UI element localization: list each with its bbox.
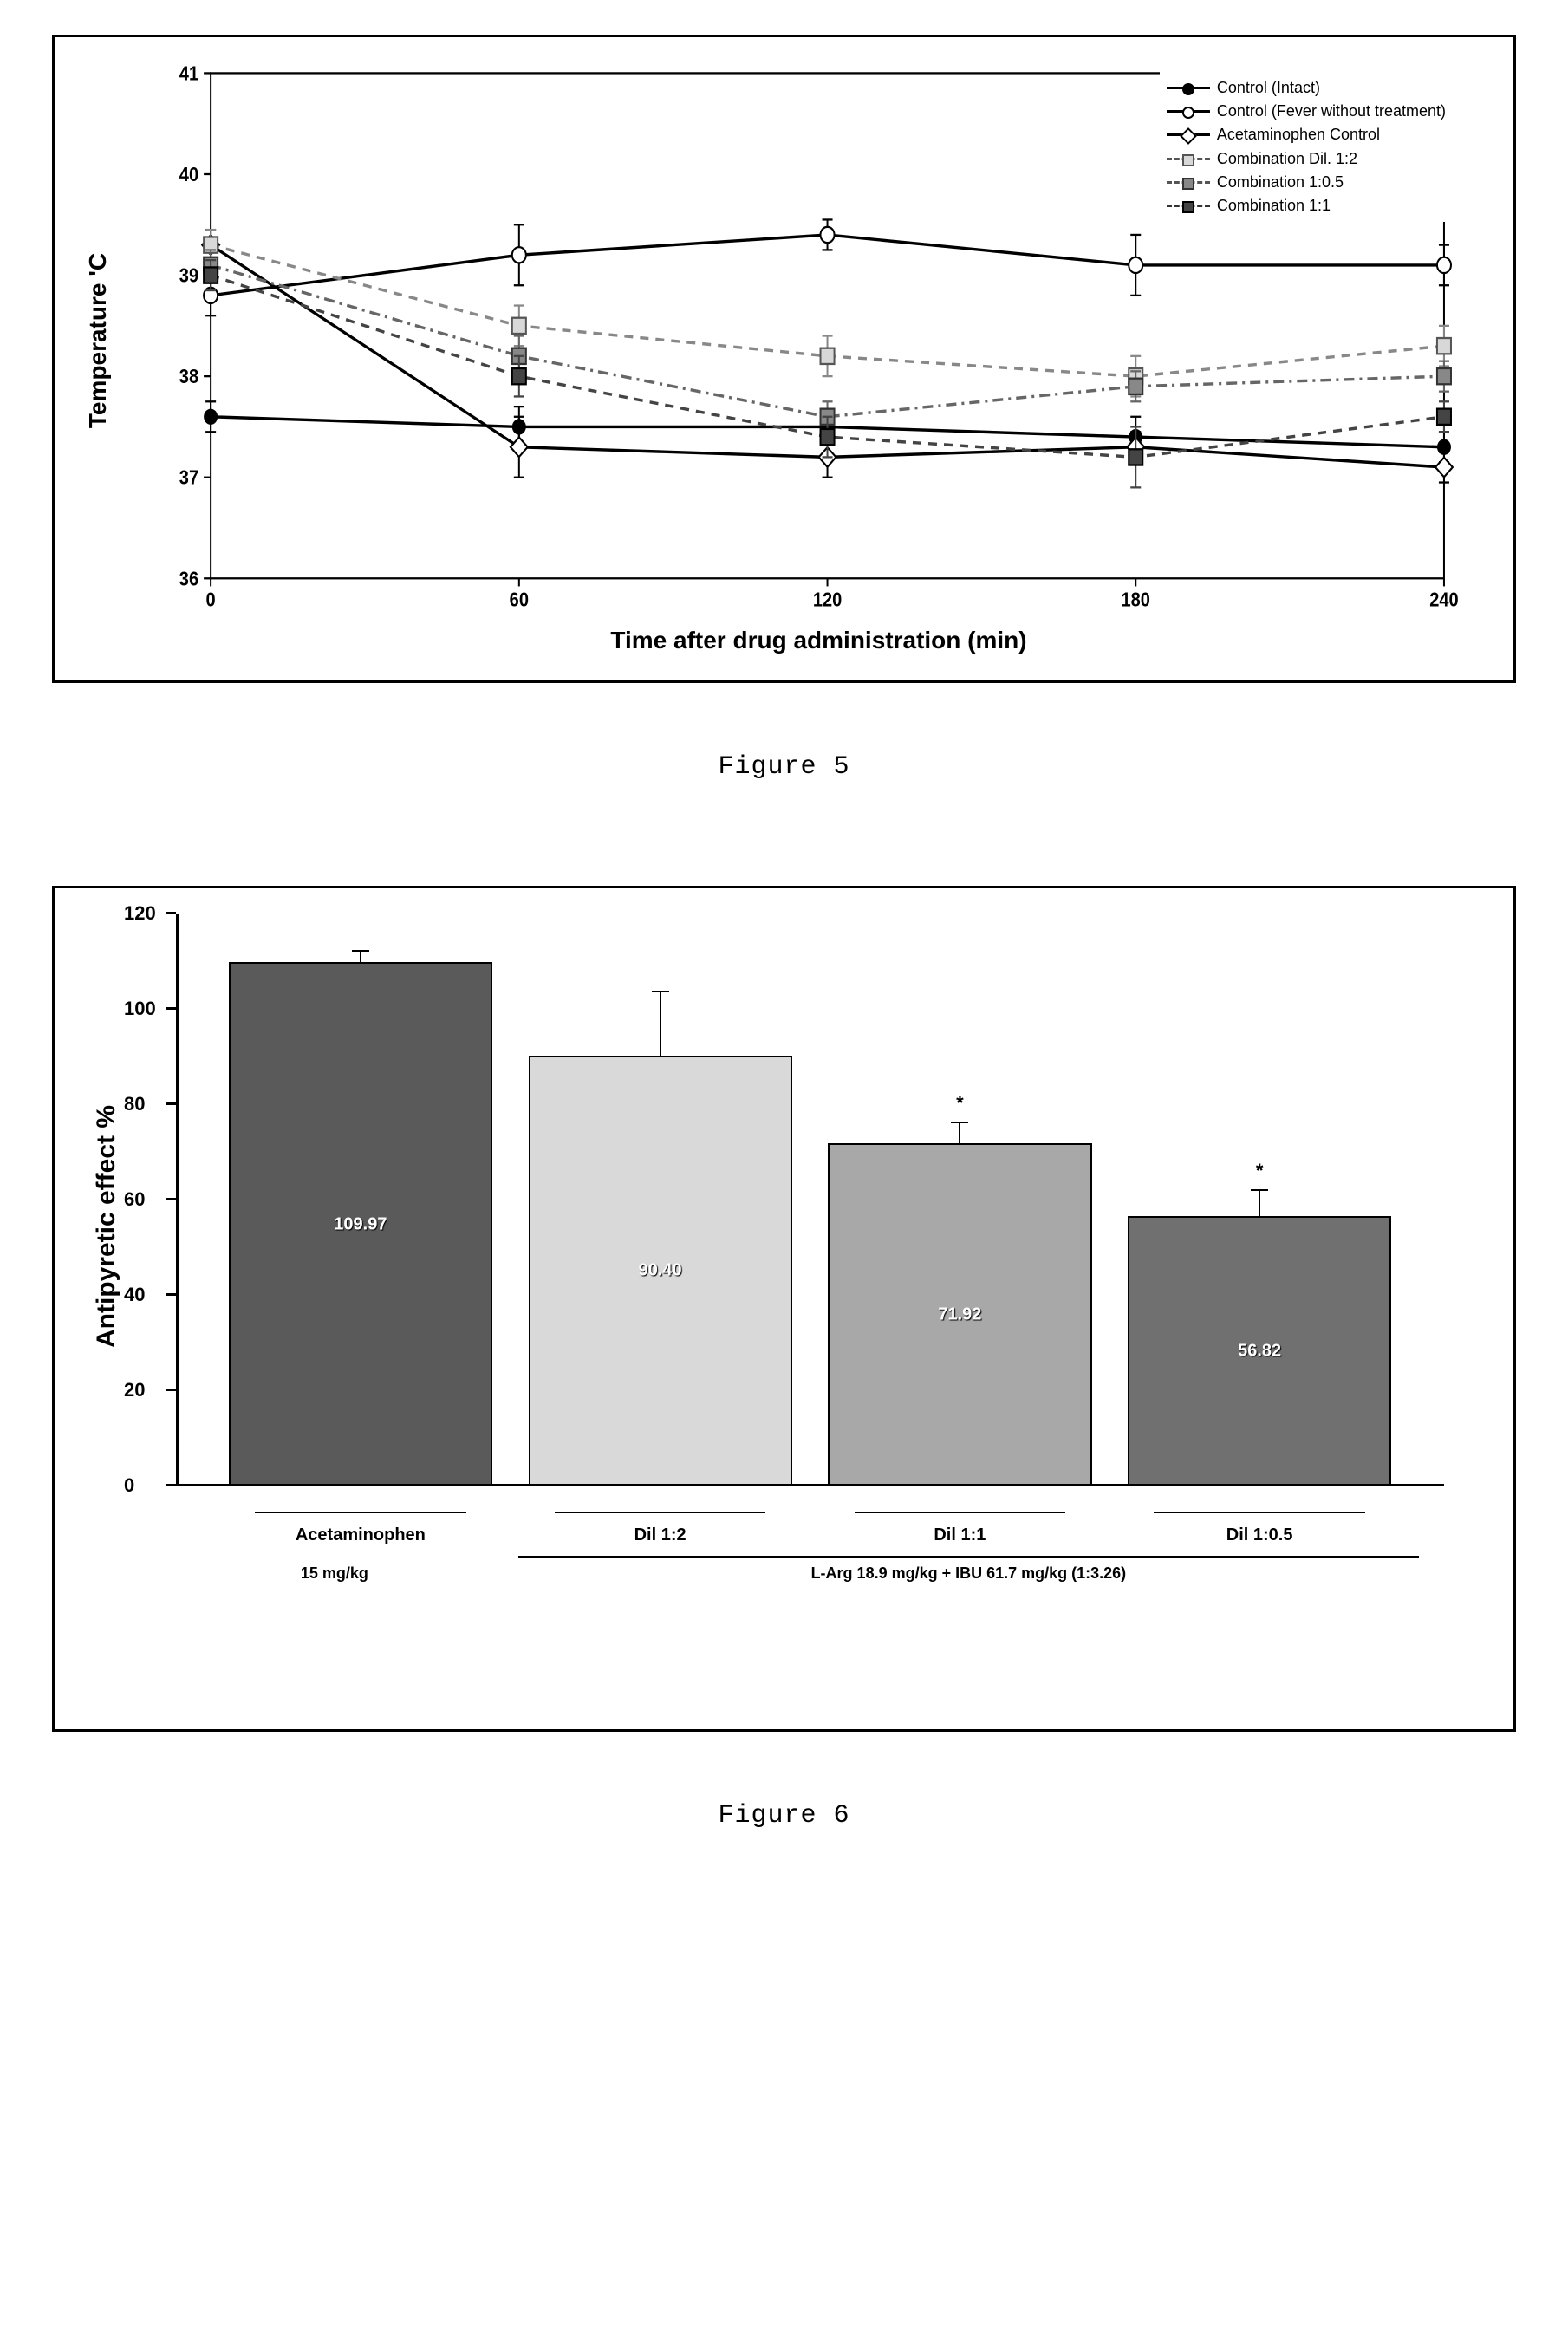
bar-value-label: 71.92 [938,1305,981,1325]
figure-6-caption: Figure 6 [52,1801,1516,1831]
figure-6-wrap: Antipyretic effect % 109.9790.4071.92*56… [52,886,1516,1831]
svg-text:39: 39 [179,264,198,287]
bar-x-label-col: Dil 1:2 [529,1512,792,1545]
figure-5-wrap: Temperature 'C 060120180240363738394041 … [52,35,1516,782]
bar-x-label: Acetaminophen [296,1525,426,1545]
bar: 90.40 [529,1056,792,1486]
svg-text:37: 37 [179,467,198,490]
line-plot-area: Temperature 'C 060120180240363738394041 … [159,63,1461,618]
legend-item: Acetaminophen Control [1167,124,1446,146]
bar-value-label: 90.40 [639,1261,682,1281]
legend-label: Acetaminophen Control [1217,124,1380,146]
y-tick-label: 120 [124,902,156,925]
legend-label: Combination Dil. 1:2 [1217,148,1357,170]
bar-x-label: Dil 1:2 [634,1525,686,1545]
bar: 71.92* [828,1143,1091,1486]
error-bar [660,991,661,1057]
bar-x-label-col: Dil 1:1 [828,1512,1091,1545]
bar-x-labels: Acetaminophen Dil 1:2 Dil 1:1 Dil 1:0.5 [176,1512,1444,1545]
figure-5-caption: Figure 5 [52,752,1516,782]
group-span-line [518,1556,1419,1558]
svg-text:120: 120 [813,589,842,611]
bar-column: 90.40 [529,1056,792,1486]
svg-text:41: 41 [179,62,198,85]
svg-text:60: 60 [510,589,529,611]
bar-x-label: Dil 1:1 [934,1525,986,1545]
figure-6-chart: Antipyretic effect % 109.9790.4071.92*56… [52,886,1516,1732]
significance-marker: * [956,1092,964,1115]
legend-item: Control (Intact) [1167,77,1446,99]
bar-column: 71.92* [828,1143,1091,1486]
legend-item: Combination 1:1 [1167,195,1446,217]
legend: Control (Intact)Control (Fever without t… [1160,72,1453,222]
y-axis-title: Temperature 'C [84,253,112,428]
bar-x-label-col: Dil 1:0.5 [1128,1512,1391,1545]
significance-marker: * [1256,1160,1264,1182]
bar: 109.97 [229,962,492,1486]
bar-plot-area: Antipyretic effect % 109.9790.4071.92*56… [176,914,1444,1538]
error-bar [1259,1189,1260,1218]
group-labels-row: 15 mg/kg L-Arg 18.9 mg/kg + IBU 61.7 mg/k… [176,1556,1444,1616]
bar-column: 56.82* [1128,1216,1391,1487]
y-tick-label: 60 [124,1188,145,1211]
legend-label: Combination 1:0.5 [1217,172,1344,193]
y-tick-label: 80 [124,1093,145,1115]
bar-y-axis-title: Antipyretic effect % [92,1105,121,1348]
error-bar [959,1122,960,1146]
legend-label: Control (Intact) [1217,77,1320,99]
bars-area: 109.9790.4071.92*56.82* [176,914,1444,1486]
y-tick-label: 20 [124,1379,145,1402]
error-bar [360,950,361,965]
figure-5-chart: Temperature 'C 060120180240363738394041 … [52,35,1516,683]
legend-label: Control (Fever without treatment) [1217,101,1446,122]
bar-value-label: 56.82 [1238,1341,1281,1361]
y-tick-label: 100 [124,998,156,1020]
group-span-label: L-Arg 18.9 mg/kg + IBU 61.7 mg/kg (1:3.2… [518,1564,1419,1583]
svg-text:38: 38 [179,366,198,388]
svg-text:36: 36 [179,568,198,590]
bar-x-label: Dil 1:0.5 [1226,1525,1293,1545]
bar: 56.82* [1128,1216,1391,1487]
bar-column: 109.97 [229,962,492,1486]
bar-value-label: 109.97 [334,1214,387,1234]
y-tick-label: 0 [124,1474,134,1497]
y-tick-label: 40 [124,1284,145,1306]
svg-text:0: 0 [206,589,216,611]
svg-text:40: 40 [179,164,198,186]
legend-item: Combination Dil. 1:2 [1167,148,1446,170]
bar-sublabel: 15 mg/kg [176,1564,493,1583]
bar-x-label-col: Acetaminophen [229,1512,492,1545]
legend-item: Combination 1:0.5 [1167,172,1446,193]
legend-item: Control (Fever without treatment) [1167,101,1446,122]
svg-text:180: 180 [1122,589,1150,611]
x-axis-title: Time after drug administration (min) [159,627,1479,654]
legend-label: Combination 1:1 [1217,195,1331,217]
svg-text:240: 240 [1429,589,1458,611]
